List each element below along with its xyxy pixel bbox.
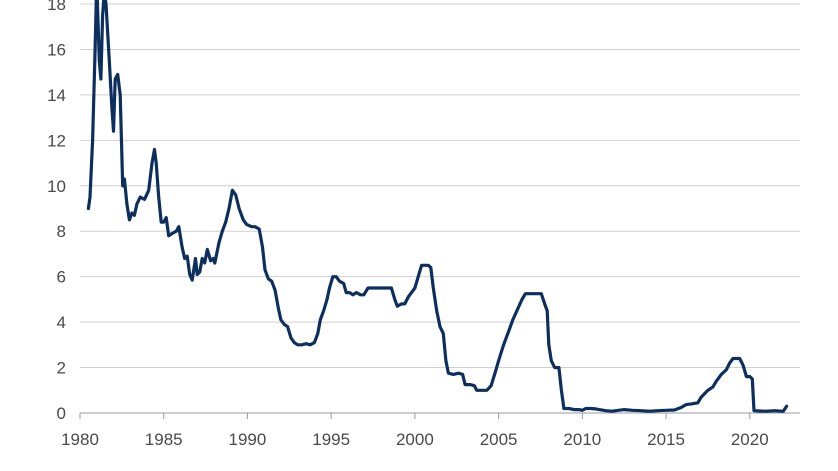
y-axis-tick-labels: 0 2 4 6 8 10 12 14 16 18 <box>47 0 66 423</box>
y-tick-label-0: 0 <box>57 404 66 423</box>
y-tick-label-16: 16 <box>47 40 66 59</box>
y-tick-label-14: 14 <box>47 86 66 105</box>
y-tick-label-8: 8 <box>57 222 66 241</box>
y-tick-label-2: 2 <box>57 359 66 378</box>
x-tick-label-1985: 1985 <box>145 430 183 449</box>
y-tick-label-18: 18 <box>47 0 66 14</box>
gridlines <box>80 3 800 369</box>
x-tick-label-2020: 2020 <box>731 430 769 449</box>
x-axis-tick-labels: 1980 1985 1990 1995 2000 2005 2010 2015 2020 <box>61 430 769 449</box>
x-tick-label-1990: 1990 <box>229 430 267 449</box>
y-tick-label-6: 6 <box>57 268 66 287</box>
x-tick-label-1995: 1995 <box>312 430 350 449</box>
y-tick-label-12: 12 <box>47 131 66 150</box>
series-layer <box>86 0 789 413</box>
x-tick-label-1980: 1980 <box>61 430 99 449</box>
series-line-0 <box>86 0 789 413</box>
x-axis <box>79 412 800 419</box>
x-tick-label-2000: 2000 <box>396 430 434 449</box>
y-tick-label-10: 10 <box>47 177 66 196</box>
x-tick-label-2010: 2010 <box>563 430 601 449</box>
y-tick-label-4: 4 <box>57 313 66 332</box>
x-tick-label-2005: 2005 <box>480 430 518 449</box>
x-tick-label-2015: 2015 <box>647 430 685 449</box>
